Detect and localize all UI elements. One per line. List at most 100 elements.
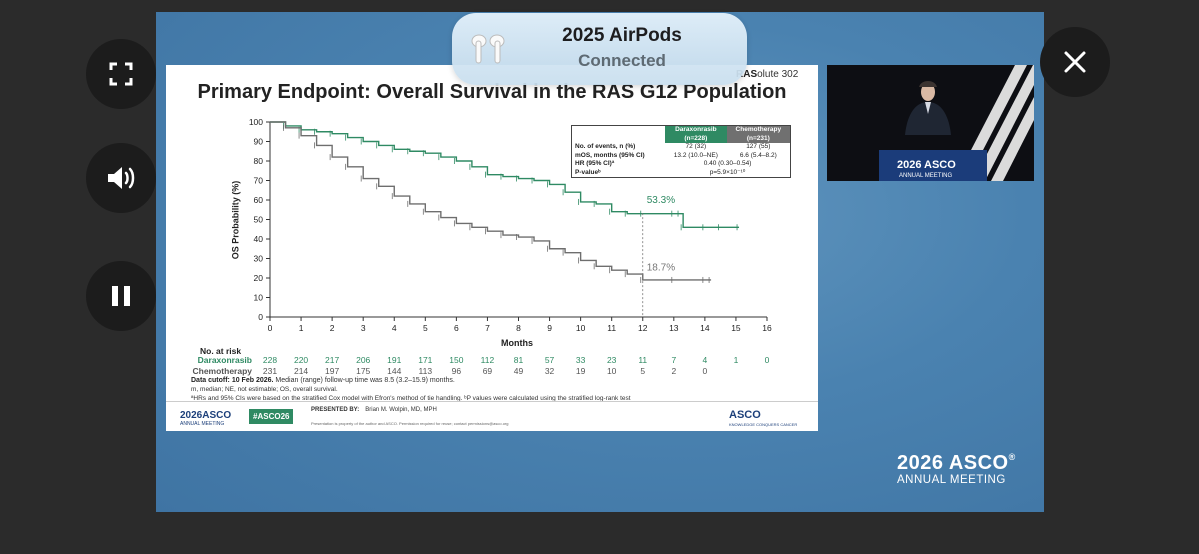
x-tick-label: 13 bbox=[669, 323, 679, 333]
slide-footer: 2026ASCO ANNUAL MEETING #ASCO26 PRESENTED… bbox=[166, 401, 818, 432]
x-tick-label: 14 bbox=[700, 323, 710, 333]
speaker-video: 2026 ASCO ANNUAL MEETING bbox=[827, 65, 1034, 181]
risk-count: 171 bbox=[418, 355, 433, 365]
km-curve-drug bbox=[270, 121, 740, 228]
risk-count: 81 bbox=[513, 355, 524, 365]
risk-count: 0 bbox=[764, 355, 770, 365]
x-tick-label: 9 bbox=[547, 323, 552, 333]
x-tick-label: 1 bbox=[299, 323, 304, 333]
km-curve-chemo bbox=[270, 121, 712, 281]
risk-count: 32 bbox=[544, 366, 555, 376]
y-tick-label: 30 bbox=[254, 254, 264, 264]
airpods-notification[interactable]: 2025 AirPods Connected bbox=[452, 13, 747, 85]
risk-count: 112 bbox=[480, 355, 495, 365]
asco-watermark: 2026 ASCO® ANNUAL MEETING bbox=[897, 452, 1016, 486]
risk-count: 5 bbox=[640, 366, 646, 376]
risk-count: 0 bbox=[702, 366, 708, 376]
speaker-scene: 2026 ASCO ANNUAL MEETING bbox=[827, 65, 1034, 181]
annotation-label: 53.3% bbox=[647, 195, 675, 206]
x-tick-label: 15 bbox=[731, 323, 741, 333]
property-note: Presentation is property of the author a… bbox=[311, 421, 509, 426]
risk-count: 57 bbox=[544, 355, 555, 365]
volume-button[interactable] bbox=[86, 143, 156, 213]
airpods-status: Connected bbox=[578, 51, 666, 70]
risk-count: 197 bbox=[325, 366, 340, 376]
risk-count: 4 bbox=[702, 355, 708, 365]
x-tick-label: 12 bbox=[638, 323, 648, 333]
asco-logo: ASCO KNOWLEDGE CONQUERS CANCER bbox=[729, 409, 798, 427]
stats-table: Daraxonrasib (n=228) Chemotherapy (n=231) … bbox=[571, 125, 791, 178]
risk-title: No. at risk bbox=[200, 346, 242, 356]
risk-count: 214 bbox=[293, 366, 309, 376]
slide-notes: Data cutoff: 10 Feb 2026. Median (range)… bbox=[191, 377, 631, 402]
table-row: P-valueᵇ p=5.9×10⁻¹⁰ bbox=[575, 168, 746, 176]
risk-count: 191 bbox=[387, 355, 402, 365]
airpods-title: 2025 AirPods bbox=[562, 25, 682, 46]
risk-count: 175 bbox=[356, 366, 371, 376]
x-tick-label: 7 bbox=[485, 323, 490, 333]
x-tick-label: 11 bbox=[607, 323, 616, 333]
risk-count: 113 bbox=[418, 366, 433, 376]
risk-count: 150 bbox=[449, 355, 464, 365]
annotation-label: 18.7% bbox=[647, 263, 675, 274]
risk-count: 231 bbox=[262, 366, 278, 376]
y-tick-label: 10 bbox=[254, 293, 264, 303]
table-row: HR (95% CI)ª 0.40 (0.30–0.54) bbox=[575, 160, 752, 167]
risk-count: 217 bbox=[325, 355, 340, 365]
meeting-logo: 2026ASCO ANNUAL MEETING bbox=[180, 410, 232, 427]
y-tick-label: 60 bbox=[254, 195, 264, 205]
table-row: No. of events, n (%) 72 (32) 127 (55) bbox=[575, 143, 771, 150]
x-tick-label: 0 bbox=[268, 323, 273, 333]
risk-count: 7 bbox=[671, 355, 677, 365]
x-tick-label: 2 bbox=[330, 323, 335, 333]
svg-text:ANNUAL MEETING: ANNUAL MEETING bbox=[899, 173, 952, 179]
svg-text:ASCO: ASCO bbox=[924, 159, 956, 171]
x-axis-label: Months bbox=[501, 338, 533, 348]
close-icon bbox=[1064, 51, 1086, 73]
risk-count: 144 bbox=[387, 366, 402, 376]
fullscreen-icon bbox=[109, 62, 133, 86]
y-tick-label: 70 bbox=[254, 176, 264, 186]
risk-row-chemo: Chemotherapy 231 214 197 175 144 113 96 69 49 32 1… bbox=[166, 366, 818, 377]
risk-count: 11 bbox=[638, 355, 648, 365]
x-tick-label: 4 bbox=[392, 323, 397, 333]
table-header-chemo: Chemotherapy (n=231) bbox=[726, 125, 791, 143]
x-tick-label: 8 bbox=[516, 323, 521, 333]
airpods-icon bbox=[471, 34, 505, 64]
pause-button[interactable] bbox=[86, 261, 156, 331]
y-tick-label: 90 bbox=[254, 137, 264, 147]
y-axis-label: OS Probability (%) bbox=[230, 180, 241, 260]
presenter: PRESENTED BY: Brian M. Wolpin, MD, MPH bbox=[311, 407, 437, 413]
risk-count: 220 bbox=[293, 355, 309, 365]
hashtag-badge: #ASCO26 bbox=[249, 409, 294, 424]
risk-count: 206 bbox=[356, 355, 371, 365]
x-tick-label: 3 bbox=[361, 323, 366, 333]
presentation-slide: RASolute 302 Primary Endpoint: Overall S… bbox=[166, 65, 818, 431]
close-button[interactable] bbox=[1040, 27, 1110, 97]
y-tick-label: 100 bbox=[249, 117, 263, 127]
y-tick-label: 0 bbox=[258, 312, 263, 322]
risk-count: 19 bbox=[575, 366, 586, 376]
y-tick-label: 40 bbox=[254, 234, 264, 244]
slide-title: Primary Endpoint: Overall Survival in th… bbox=[197, 81, 787, 103]
risk-count: 1 bbox=[733, 355, 739, 365]
risk-count: 2 bbox=[671, 366, 677, 376]
risk-count: 33 bbox=[575, 355, 586, 365]
x-tick-label: 6 bbox=[454, 323, 459, 333]
pause-icon bbox=[112, 286, 130, 306]
risk-row-drug: Daraxonrasib 228 220 217 206 191 171 150 112 81 5… bbox=[166, 355, 818, 366]
x-tick-label: 10 bbox=[576, 323, 586, 333]
risk-count: 10 bbox=[606, 366, 617, 376]
risk-count: 23 bbox=[606, 355, 617, 365]
x-tick-label: 5 bbox=[423, 323, 428, 333]
fullscreen-button[interactable] bbox=[86, 39, 156, 109]
trial-logo: RASolute 302 bbox=[736, 69, 799, 80]
table-row: mOS, months (95% CI) 13.2 (10.0–NE) 6.6 (5… bbox=[575, 151, 777, 159]
risk-count: 49 bbox=[513, 366, 524, 376]
y-tick-label: 20 bbox=[254, 273, 264, 283]
risk-count: 228 bbox=[262, 355, 278, 365]
speaker-icon bbox=[108, 167, 135, 189]
y-tick-label: 80 bbox=[254, 156, 264, 166]
podium-logo: 2026 bbox=[897, 159, 921, 171]
